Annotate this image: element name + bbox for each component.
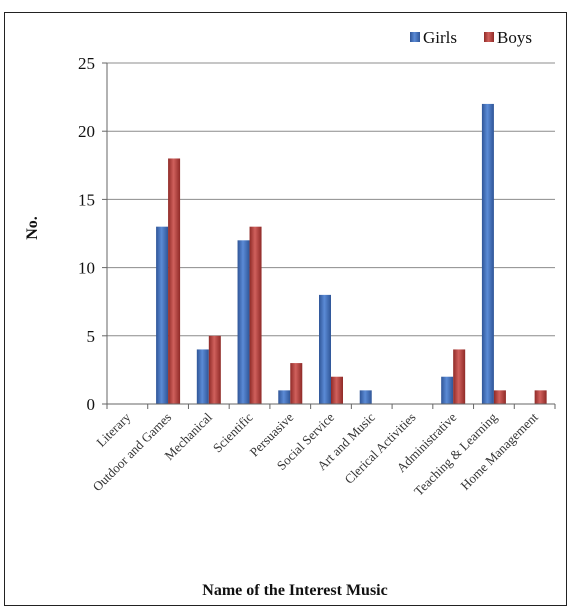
bar-boys (168, 158, 181, 404)
bar-boys (290, 363, 303, 404)
bar-girls (359, 390, 372, 404)
bar-boys (534, 390, 547, 404)
legend-swatch-girls (410, 32, 420, 42)
bar-girls (156, 226, 169, 404)
axes (102, 62, 556, 409)
y-tick-label: 0 (87, 395, 96, 414)
gridlines (107, 62, 555, 337)
bar-girls (278, 390, 291, 404)
bar-boys (331, 376, 343, 404)
bar-boys (453, 349, 466, 404)
y-axis-title: No. (24, 216, 41, 240)
legend-swatch-boys (484, 32, 494, 42)
bar-girls (237, 240, 250, 404)
chart-frame (4, 12, 567, 606)
legend: Girls Boys (410, 28, 532, 47)
bar-boys (208, 335, 221, 404)
legend-label-girls: Girls (423, 28, 457, 47)
y-tick-label: 25 (78, 54, 95, 73)
bar-girls (196, 349, 209, 404)
legend-label-boys: Boys (497, 28, 532, 47)
bar-girls (319, 294, 331, 404)
y-tick-label: 20 (78, 122, 95, 141)
bar-girls (441, 376, 454, 404)
x-tick-label: Home Management (457, 409, 541, 493)
bar-girls (481, 103, 494, 405)
bar-boys (249, 226, 262, 404)
x-axis-title: Name of the Interest Music (202, 582, 387, 599)
y-tick-labels: 0 5 10 15 20 25 (78, 54, 95, 414)
y-tick-label: 10 (78, 259, 95, 278)
bars (156, 103, 547, 405)
x-tick-label: Clerical Activities (341, 410, 418, 487)
y-tick-label: 5 (87, 327, 96, 346)
bar-boys (493, 390, 506, 404)
x-tick-label: Literary (93, 409, 134, 450)
y-tick-label: 15 (78, 190, 95, 209)
